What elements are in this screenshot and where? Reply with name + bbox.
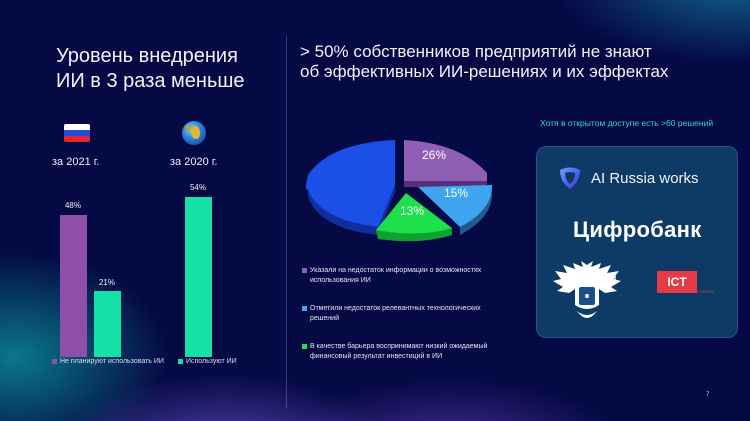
pie-slice-15 [418, 185, 493, 227]
cifrobank-logo[interactable]: Цифробанк [573, 217, 702, 242]
russia-flag-icon [64, 124, 90, 142]
bar-2021-not-planning [60, 215, 87, 357]
ai-russia-works-text: AI Russia works [591, 169, 699, 187]
legend-text: финансовый результат инвестиций в ИИ [310, 353, 443, 360]
group-label-2020: за 2020 г. [170, 156, 218, 168]
legend-swatch-purple [302, 267, 307, 273]
legend-item-using: Используют ИИ [177, 358, 237, 365]
bar-2021-using [94, 291, 121, 357]
ict-moscow-subtext: MOSCOW [695, 289, 714, 294]
pie-legend-item-financial: В качестве барьера воспринимают низкий о… [302, 342, 522, 362]
right-title: > 50% собственников предприятий не знают… [300, 42, 668, 82]
bar-label-48: 48% [64, 201, 81, 210]
pie-label-13: 13% [400, 204, 424, 218]
pie-label-15: 15% [444, 186, 468, 200]
solutions-card: AI Russia works Цифробанк АИИ ICT MOSCOW [536, 146, 738, 338]
pie-slice-lightblue-side [418, 185, 493, 235]
left-title-line2: ИИ в 3 раза меньше [56, 70, 245, 92]
ai-russia-works-logo[interactable]: AI Russia works [557, 165, 699, 191]
legend-item-not-planning: Не планируют использовать ИИ [52, 358, 164, 365]
legend-text: Указали на недостаток информации о возмо… [310, 267, 482, 274]
pie-slice-other [306, 140, 395, 227]
pie-slice-purple-side [404, 140, 487, 187]
ict-moscow-logo[interactable]: ICT MOSCOW [657, 271, 714, 294]
legend-swatch-blue [302, 305, 307, 311]
pie-slice-13 [376, 193, 452, 234]
aii-logo-text: АИИ [599, 275, 617, 284]
legend-text: Отметили недостаток релевантных технолог… [310, 305, 481, 312]
solutions-note: Хотя в открытом доступе есть >60 решений [540, 118, 714, 128]
legend-swatch-teal [177, 358, 183, 364]
legend-label: Не планируют использовать ИИ [60, 358, 164, 365]
bar-2020-using [185, 197, 212, 357]
globe-icon [182, 121, 206, 145]
legend-swatch-purple [52, 358, 57, 364]
left-title-line1: Уровень внедрения [56, 45, 238, 67]
vertical-divider [286, 36, 287, 408]
right-title-line1: > 50% собственников предприятий не знают [300, 42, 652, 61]
bar-label-21: 21% [98, 278, 115, 287]
pie-chart-3d: 26% 15% 13% [306, 140, 493, 242]
group-label-2021: за 2021 г. [52, 156, 100, 168]
bar-label-54: 54% [189, 183, 206, 192]
bar-chart-legend: Не планируют использовать ИИ Используют … [52, 358, 237, 365]
right-title-line2: об эффективных ИИ-решениях и их эффектах [300, 62, 669, 81]
pie-legend-item-solutions: Отметили недостаток релевантных технолог… [302, 304, 522, 324]
ict-logo-text: ICT [657, 271, 697, 293]
pie-label-26: 26% [422, 148, 446, 162]
page-number: 7 [706, 392, 710, 398]
left-title: Уровень внедрения ИИ в 3 раза меньше [56, 44, 245, 94]
legend-text: В качестве барьера воспринимают низкий о… [310, 343, 488, 350]
legend-text: использования ИИ [310, 277, 371, 284]
legend-text: решений [310, 315, 339, 322]
pie-slice-26 [404, 140, 487, 181]
legend-label: Используют ИИ [185, 358, 237, 365]
aii-eagle-logo[interactable] [553, 259, 621, 325]
ai-russia-shield-icon [560, 167, 580, 189]
legend-swatch-green [302, 343, 307, 349]
pie-legend-item-info: Указали на недостаток информации о возмо… [302, 266, 522, 286]
